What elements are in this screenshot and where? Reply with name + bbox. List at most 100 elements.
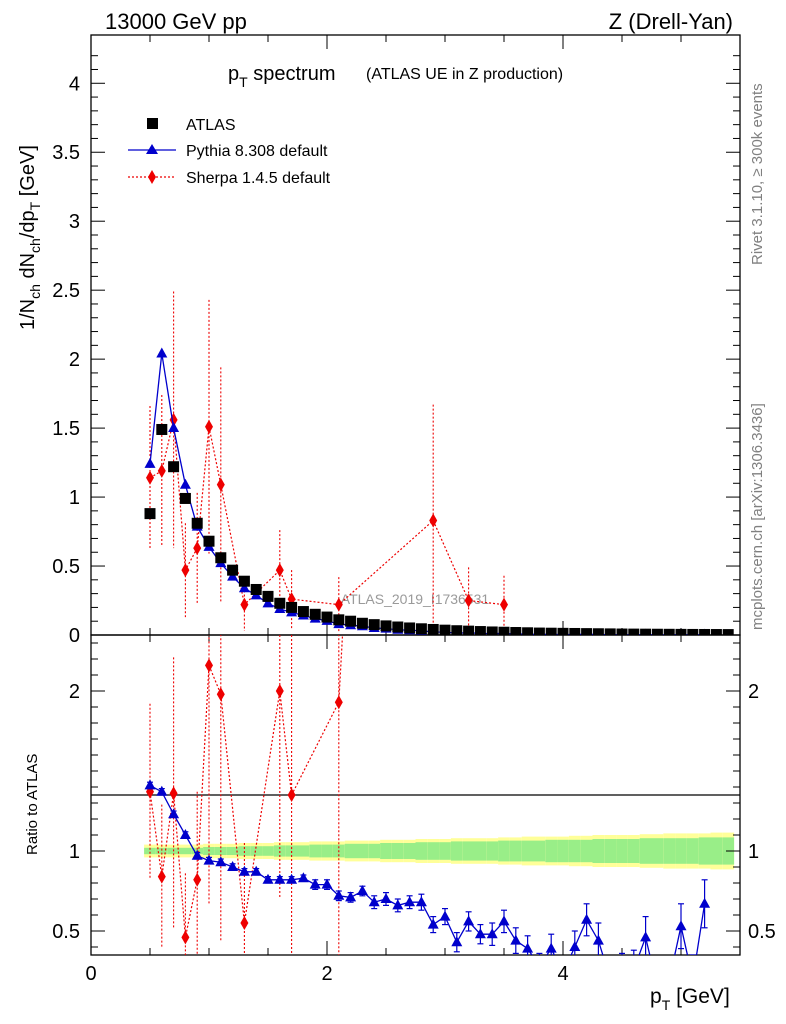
atlas-point: [309, 608, 321, 620]
band-inner: [415, 842, 428, 860]
band-inner: [498, 840, 510, 862]
band-inner: [651, 838, 664, 864]
ratio-tick-label-right: 1: [748, 841, 759, 863]
sherpa-point: [429, 513, 438, 528]
atlas-point: [557, 627, 569, 635]
pythia-point: [628, 963, 639, 973]
band-inner: [391, 843, 404, 859]
sherpa-point: [287, 788, 296, 802]
atlas-point: [333, 614, 345, 626]
tick-labels: 0 2 400.511.522.533.540.5 0.51 12 2: [52, 73, 776, 985]
atlas-point: [144, 508, 156, 520]
atlas-point: [356, 617, 368, 629]
sherpa-point: [146, 470, 154, 485]
pythia-point: [309, 878, 321, 889]
band-inner: [226, 847, 239, 855]
atlas-point: [687, 628, 699, 635]
pythia-point: [522, 942, 534, 953]
sherpa-point: [240, 597, 249, 612]
title-main-rest: spectrum: [248, 63, 336, 85]
legend-atlas-label: ATLAS: [186, 117, 236, 134]
pythia-point: [321, 878, 333, 889]
sherpa-point: [334, 597, 343, 612]
atlas-point: [392, 621, 404, 633]
band-inner: [309, 844, 322, 858]
pythia-point: [486, 928, 498, 939]
atlas-point: [262, 590, 274, 602]
atlas-point: [451, 625, 463, 635]
band-inner: [474, 841, 487, 861]
atlas-point: [604, 628, 616, 635]
y-tick-label: 3: [69, 211, 80, 233]
band-inner: [710, 837, 723, 865]
pythia-point: [168, 422, 180, 433]
source-label: mcplots.cern.ch [arXiv:1306.3436]: [749, 403, 766, 630]
pythia-point: [238, 582, 250, 593]
pythia-point: [592, 934, 604, 945]
pythia-point: [333, 889, 345, 900]
pythia-point: [463, 915, 475, 926]
band-inner: [462, 841, 475, 861]
atlas-point: [439, 624, 451, 635]
pythia-point: [687, 973, 698, 983]
pythia-point: [144, 457, 156, 468]
pythia-point: [356, 885, 368, 895]
band-inner: [533, 840, 546, 862]
pythia-point: [404, 896, 416, 907]
band-inner: [627, 839, 640, 863]
atlas-point: [663, 628, 675, 635]
atlas-point: [156, 423, 168, 435]
ratio-tick-label: 0.5: [52, 921, 80, 943]
y-tick-label: 2.5: [52, 280, 80, 302]
pythia-point: [215, 856, 227, 867]
pythia-point: [605, 973, 616, 983]
band-inner: [663, 838, 676, 864]
sherpa-point: [157, 463, 166, 478]
sherpa-ratio-series: [146, 635, 344, 955]
pythia-point: [617, 967, 628, 977]
y-tick-label: 1: [69, 487, 80, 509]
ratio-tick-label: 1: [69, 841, 80, 863]
atlas-point: [651, 628, 663, 635]
band-inner: [486, 841, 499, 861]
band-inner: [250, 846, 263, 856]
atlas-point: [203, 535, 215, 547]
atlas-point: [427, 623, 439, 635]
pythia-point: [451, 936, 463, 947]
ratio-tick-label-right: 0.5: [748, 921, 776, 943]
atlas-point: [368, 619, 380, 631]
atlas-point: [250, 583, 262, 595]
band-inner: [592, 839, 605, 863]
pythia-point: [545, 942, 557, 953]
band-inner: [427, 842, 440, 860]
atlas-point: [463, 625, 475, 635]
atlas-point: [675, 628, 687, 635]
pythia-point: [179, 478, 191, 489]
pythia-point: [250, 865, 262, 876]
sherpa-point: [275, 684, 284, 698]
pythia-point: [569, 941, 581, 951]
plot-title: pT spectrum (ATLAS UE in Z production): [228, 63, 563, 90]
atlas-point: [533, 627, 545, 635]
atlas-point: [274, 597, 286, 609]
atlas-point: [415, 623, 427, 635]
band-inner: [450, 841, 463, 861]
pythia-point: [439, 910, 451, 921]
pythia-point: [191, 849, 203, 860]
axis-ticks: [90, 35, 741, 955]
atlas-point: [215, 552, 227, 564]
pythia-point: [345, 891, 357, 902]
atlas-point: [345, 615, 357, 627]
atlas-series: [144, 423, 734, 635]
atlas-point: [581, 628, 593, 635]
atlas-point: [545, 627, 557, 635]
band-inner: [521, 840, 534, 862]
pythia-point: [675, 920, 687, 931]
pythia-point: [297, 872, 309, 883]
sherpa-point: [193, 872, 202, 887]
atlas-point: [522, 627, 534, 635]
atlas-point: [628, 628, 640, 635]
legend-sherpa-marker: [148, 170, 156, 184]
y-tick-label: 0: [69, 625, 80, 647]
legend-atlas-marker: [147, 118, 158, 129]
